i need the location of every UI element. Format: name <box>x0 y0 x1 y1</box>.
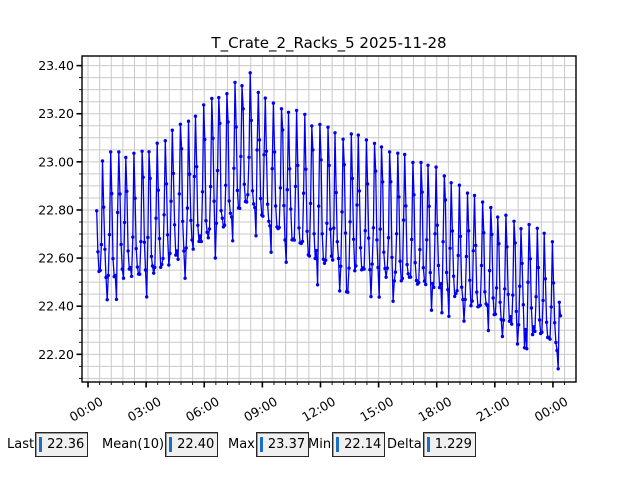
chart-title: T_Crate_2_Racks_5 2025-11-28 <box>211 34 447 52</box>
x-tick-label: 12:00 <box>299 394 338 425</box>
stat-field-max[interactable]: 23.37 <box>255 431 309 457</box>
plot-frame <box>81 55 577 383</box>
y-tick-label: 22.40 <box>38 299 74 314</box>
text-caret <box>259 436 263 452</box>
y-tick-label: 23.20 <box>38 106 74 121</box>
x-tick-label: 03:00 <box>125 394 164 425</box>
x-tick-label: 21:00 <box>474 394 513 425</box>
stat-value-mean10: 22.40 <box>177 436 215 452</box>
stat-group-mean10: Mean(10) 22.40 <box>102 431 219 457</box>
text-caret <box>426 436 430 452</box>
x-tick-label: 09:00 <box>241 394 280 425</box>
stat-label-last: Last <box>7 436 35 452</box>
stat-field-delta[interactable]: 1.229 <box>422 431 476 457</box>
stat-group-max: Max 23.37 <box>228 431 309 457</box>
stat-group-last: Last 22.36 <box>7 431 89 457</box>
stat-field-min[interactable]: 22.14 <box>332 431 386 457</box>
stat-value-max: 23.37 <box>267 436 306 452</box>
y-tick-label: 22.80 <box>38 202 74 217</box>
y-tick-label: 22.20 <box>38 347 74 362</box>
series-line <box>96 72 562 369</box>
series-markers <box>95 71 563 371</box>
stat-value-delta: 1.229 <box>434 436 472 452</box>
x-tick-label: 15:00 <box>357 394 396 425</box>
x-tick-label: 00:00 <box>67 394 106 425</box>
stat-label-max: Max <box>228 436 255 452</box>
stat-value-last: 22.36 <box>47 436 85 452</box>
stat-label-mean10: Mean(10) <box>102 436 165 452</box>
stat-field-last[interactable]: 22.36 <box>35 431 89 457</box>
text-caret <box>169 436 173 452</box>
stat-group-delta: Delta 1.229 <box>387 431 476 457</box>
stat-label-min: Min <box>308 436 332 452</box>
text-caret <box>39 436 43 452</box>
y-tick-label: 23.00 <box>38 154 74 169</box>
text-caret <box>336 436 340 452</box>
axis-ticks <box>76 64 566 388</box>
stat-label-delta: Delta <box>387 436 422 452</box>
y-tick-label: 22.60 <box>38 251 74 266</box>
x-tick-label: 00:00 <box>532 394 571 425</box>
stat-value-min: 22.14 <box>344 436 382 452</box>
temperature-chart: 00:00 03:00 06:00 09:00 12:00 15:00 18:00 21:00… <box>38 55 577 425</box>
x-tick-label: 18:00 <box>416 394 455 425</box>
stats-bar: Last 22.36 Mean(10) 22.40 Max 23.37 Min <box>0 430 640 480</box>
stat-field-mean10[interactable]: 22.40 <box>165 431 219 457</box>
x-tick-label: 06:00 <box>183 394 222 425</box>
stat-group-min: Min 22.14 <box>308 431 386 457</box>
y-tick-label: 23.40 <box>38 58 74 73</box>
